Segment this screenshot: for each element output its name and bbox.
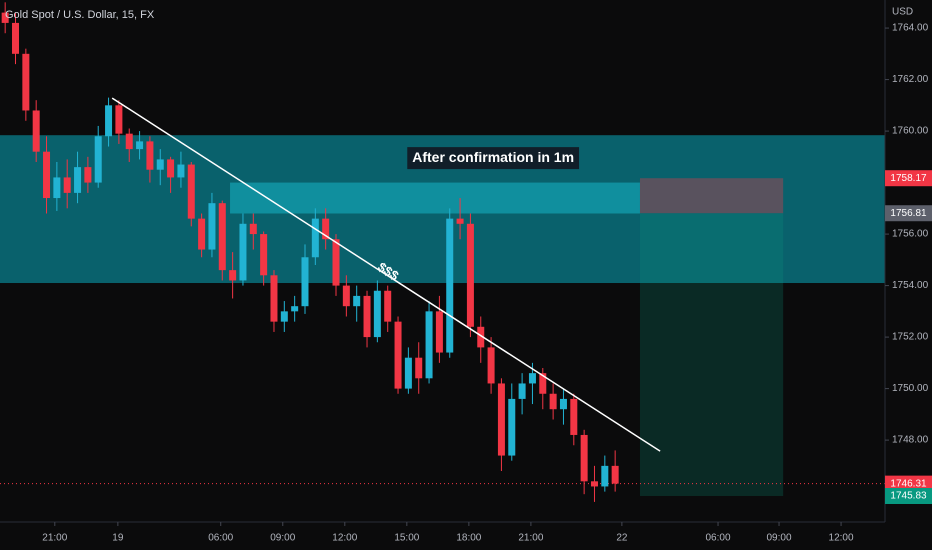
candle-body: [311, 218, 319, 258]
candle-body: [53, 177, 61, 199]
candle-body: [415, 357, 423, 379]
stop-price-badge: [885, 170, 932, 187]
candle-body: [146, 141, 154, 170]
x-tick-label: 06:00: [706, 533, 731, 544]
candle-body: [32, 110, 40, 152]
candle-body: [249, 223, 257, 235]
x-tick-label: 21:00: [42, 533, 67, 544]
candle-body: [611, 465, 619, 484]
y-tick-label: 1756.00: [892, 229, 929, 240]
candle-body: [84, 167, 92, 183]
x-tick-label: 22: [616, 533, 628, 544]
candle-body: [497, 383, 505, 456]
target-price-badge-label: 1745.83: [890, 491, 927, 502]
candle-body: [487, 347, 495, 384]
candle-body: [539, 373, 547, 394]
candle-body: [218, 203, 226, 271]
trendline: [111, 97, 661, 452]
candle-body: [291, 306, 299, 312]
candle-body: [559, 398, 567, 410]
candle-body: [198, 218, 206, 250]
chart-title: Gold Spot / U.S. Dollar, 15, FX: [5, 9, 155, 21]
y-axis-label: USD: [892, 7, 913, 18]
candle-body: [94, 136, 102, 183]
candle-body: [187, 164, 195, 219]
target-price-badge: [885, 487, 932, 504]
x-tick-label: 15:00: [394, 533, 419, 544]
candle-body: [404, 357, 412, 389]
y-tick-label: 1752.00: [892, 332, 929, 343]
candle-body: [167, 159, 175, 178]
candle-body: [353, 295, 361, 307]
x-tick-label: 12:00: [332, 533, 357, 544]
x-tick-label: 09:00: [270, 533, 295, 544]
x-tick-label: 09:00: [767, 533, 792, 544]
candle-body: [508, 398, 516, 456]
y-tick-label: 1760.00: [892, 126, 929, 137]
x-tick-label: 21:00: [518, 533, 543, 544]
annotation: After confirmation in 1m: [412, 149, 574, 165]
x-tick-label: 18:00: [456, 533, 481, 544]
candle-body: [63, 177, 71, 193]
candle-body: [456, 218, 464, 224]
entry-price-badge: [885, 205, 932, 222]
candle-body: [590, 481, 598, 487]
y-tick-label: 1754.00: [892, 280, 929, 291]
last-price-badge-label: 1746.31: [890, 478, 927, 489]
candle-body: [177, 164, 185, 178]
candle-body: [156, 159, 164, 170]
candle-body: [425, 311, 433, 379]
entry-price-badge-label: 1756.81: [890, 208, 927, 219]
last-price-badge: [885, 475, 932, 492]
candle-body: [342, 285, 350, 307]
candle-body: [466, 223, 474, 327]
candle-body: [239, 223, 247, 281]
candle-body: [518, 383, 526, 399]
candle-body: [301, 257, 309, 307]
candle-body: [322, 218, 330, 240]
plot-area: [0, 2, 885, 502]
x-tick-label: 06:00: [208, 533, 233, 544]
candle-body: [394, 321, 402, 389]
candle-body: [136, 141, 144, 150]
candle-body: [280, 311, 288, 322]
y-tick-label: 1764.00: [892, 23, 929, 34]
target-area: [639, 213, 784, 496]
candle-body: [332, 239, 340, 286]
candle-body: [74, 167, 82, 193]
candle-body: [43, 151, 51, 199]
y-tick-label: 1748.00: [892, 435, 929, 446]
candle-body: [477, 326, 485, 348]
candle-body: [22, 53, 30, 111]
zone: [230, 182, 640, 214]
stop-price-badge-label: 1758.17: [890, 173, 927, 184]
candle-body: [270, 275, 278, 322]
candle-body: [208, 203, 216, 250]
candle-body: [125, 133, 133, 150]
candle-body: [105, 105, 113, 137]
candle-body: [601, 465, 609, 487]
candle-body: [229, 270, 237, 281]
annotation-box: [407, 147, 580, 170]
candle-body: [446, 218, 454, 353]
candle-body: [528, 373, 536, 384]
candle-body: [435, 311, 443, 353]
candle-body: [363, 295, 371, 338]
candle-body: [580, 434, 588, 482]
candle-body: [1, 12, 9, 23]
candle-body: [12, 22, 20, 54]
candle-body: [260, 234, 268, 276]
candle-body: [115, 105, 123, 134]
stop-area: [639, 178, 784, 214]
y-tick-label: 1750.00: [892, 383, 929, 394]
y-tick-label: 1762.00: [892, 74, 929, 85]
x-tick-label: 12:00: [829, 533, 854, 544]
candle-body: [373, 290, 381, 338]
x-tick-label: 19: [112, 533, 124, 544]
candle-body: [570, 398, 578, 435]
candle-body: [549, 393, 557, 410]
candle-body: [384, 290, 392, 322]
